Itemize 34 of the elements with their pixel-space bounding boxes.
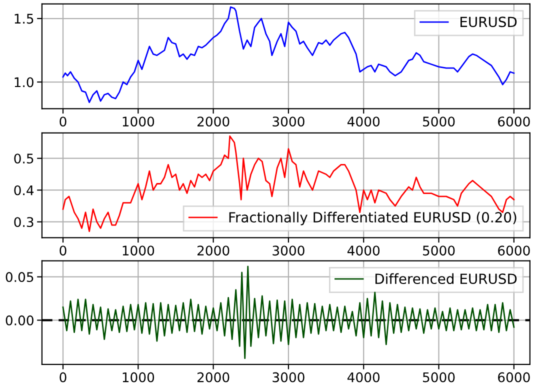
x-tick-label: 2000 xyxy=(197,246,230,256)
x-tick-label: 1000 xyxy=(122,372,154,382)
x-tick-label: 3000 xyxy=(272,116,304,127)
legend-label: Differenced EURUSD xyxy=(375,273,517,284)
line-series xyxy=(62,6,515,104)
x-tick-label: 3000 xyxy=(272,246,304,256)
x-tick-label: 6000 xyxy=(498,372,530,382)
x-tick-label: 2000 xyxy=(197,372,230,382)
x-tick-label: 5000 xyxy=(423,246,455,256)
y-tick-label: 0.00 xyxy=(6,315,34,326)
y-tick-label: 0.5 xyxy=(14,154,34,164)
x-tick-label: 6000 xyxy=(498,116,530,127)
x-tick-label: 0 xyxy=(60,116,66,127)
y-tick-label: 0.4 xyxy=(14,185,34,196)
y-tick-label: 0.05 xyxy=(6,272,34,282)
line-series xyxy=(62,135,515,232)
x-tick-label: 5000 xyxy=(423,116,455,127)
x-tick-label: 0 xyxy=(60,372,66,382)
x-tick-label: 4000 xyxy=(347,372,380,382)
x-tick-label: 1000 xyxy=(122,246,154,256)
x-tick-label: 4000 xyxy=(347,116,380,127)
x-tick-label: 4000 xyxy=(347,246,380,256)
x-tick-label: 5000 xyxy=(423,372,455,382)
legend-label: EURUSD xyxy=(460,16,517,28)
x-tick-label: 0 xyxy=(60,246,66,256)
x-tick-label: 6000 xyxy=(498,246,530,256)
y-tick-label: 0.3 xyxy=(14,217,34,228)
y-tick-label: 1.5 xyxy=(14,14,34,24)
x-tick-label: 2000 xyxy=(197,116,230,127)
line-series xyxy=(62,266,515,360)
y-tick-label: 1.0 xyxy=(14,77,34,88)
legend-label: Fractionally Differentiated EURUSD (0.20) xyxy=(229,212,516,226)
x-tick-label: 1000 xyxy=(122,116,154,127)
x-tick-label: 3000 xyxy=(272,372,304,382)
